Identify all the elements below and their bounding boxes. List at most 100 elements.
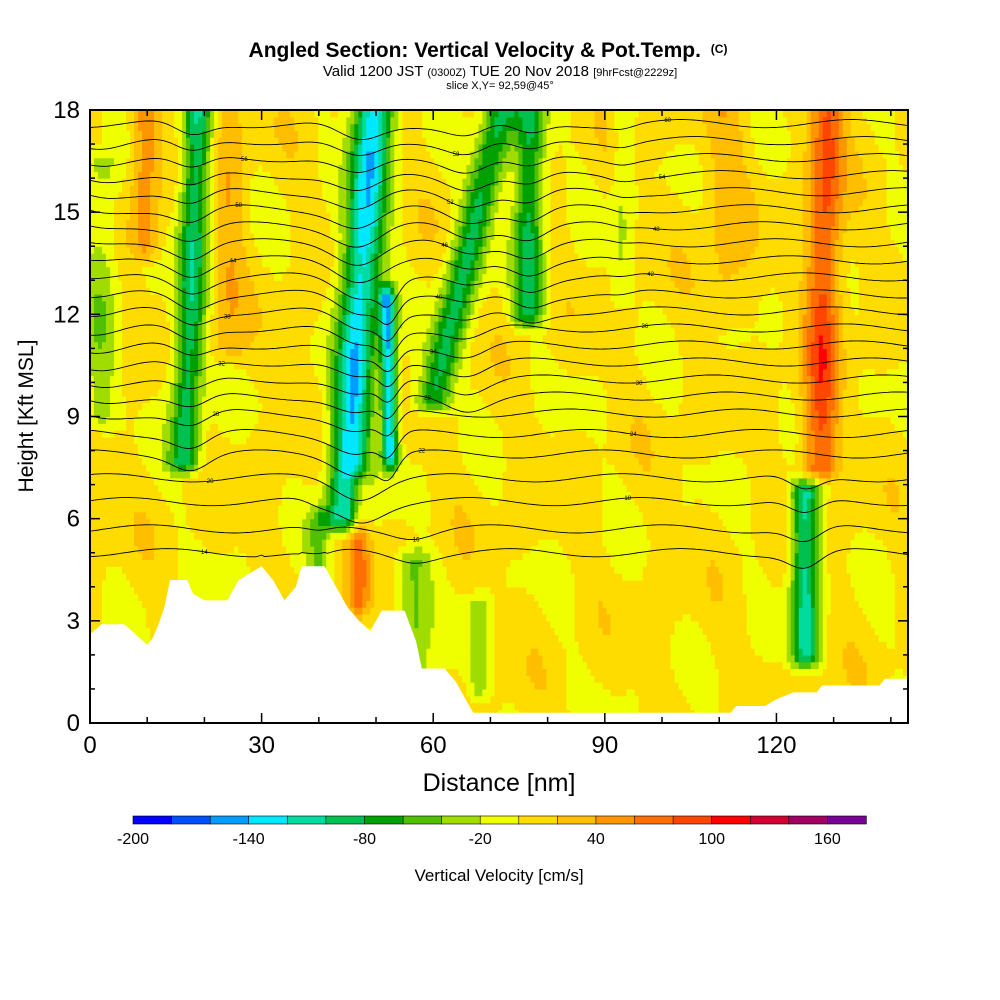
velocity-cell: [138, 130, 143, 138]
velocity-cell: [290, 416, 295, 424]
velocity-cell: [206, 198, 211, 206]
velocity-cell: [202, 511, 207, 520]
velocity-cell: [254, 178, 259, 186]
velocity-cell: [98, 266, 103, 275]
velocity-cell: [142, 178, 147, 186]
velocity-cell: [286, 498, 291, 506]
velocity-cell: [214, 334, 219, 343]
velocity-cell: [98, 150, 103, 159]
velocity-cell: [266, 259, 271, 268]
velocity-cell: [130, 593, 135, 601]
velocity-cell: [286, 348, 291, 356]
velocity-cell: [190, 518, 195, 527]
velocity-cell: [90, 164, 95, 172]
velocity-cell: [110, 443, 115, 452]
velocity-cell: [162, 375, 167, 383]
velocity-cell: [114, 450, 119, 458]
velocity-cell: [98, 184, 103, 193]
velocity-cell: [166, 219, 171, 227]
velocity-cell: [170, 423, 175, 431]
velocity-cell: [126, 600, 131, 608]
velocity-cell: [278, 477, 283, 486]
velocity-cell: [278, 573, 283, 581]
velocity-cell: [222, 341, 227, 349]
velocity-cell: [146, 341, 151, 349]
velocity-cell: [266, 321, 271, 329]
velocity-cell: [294, 164, 299, 172]
velocity-cell: [162, 443, 167, 452]
velocity-cell: [154, 620, 159, 629]
velocity-cell: [186, 573, 191, 581]
velocity-cell: [150, 328, 155, 336]
velocity-cell: [98, 559, 103, 567]
velocity-cell: [274, 368, 279, 377]
velocity-cell: [258, 334, 263, 343]
velocity-cell: [106, 491, 111, 499]
velocity-cell: [210, 450, 215, 458]
velocity-cell: [114, 498, 119, 506]
velocity-cell: [114, 198, 119, 206]
velocity-cell: [94, 191, 99, 200]
velocity-cell: [278, 396, 283, 404]
velocity-cell: [234, 559, 239, 567]
velocity-cell: [258, 464, 263, 472]
velocity-cell: [226, 450, 231, 458]
velocity-cell: [90, 627, 95, 635]
velocity-cell: [222, 116, 227, 125]
velocity-cell: [290, 225, 295, 234]
velocity-cell: [214, 273, 219, 281]
velocity-cell: [194, 334, 199, 343]
velocity-cell: [302, 368, 307, 377]
velocity-cell: [138, 409, 143, 418]
velocity-cell: [258, 368, 263, 377]
velocity-cell: [182, 171, 187, 179]
velocity-cell: [134, 191, 139, 200]
velocity-cell: [254, 402, 259, 411]
velocity-cell: [278, 525, 283, 533]
velocity-cell: [214, 341, 219, 349]
velocity-cell: [182, 525, 187, 533]
slice-info: slice X,Y= 92,59@45°: [446, 80, 554, 92]
velocity-cell: [186, 293, 191, 302]
velocity-cell: [206, 307, 211, 315]
velocity-cell: [294, 225, 299, 234]
velocity-cell: [206, 573, 211, 581]
velocity-cell: [102, 287, 107, 295]
velocity-cell: [254, 246, 259, 254]
velocity-cell: [194, 293, 199, 302]
velocity-cell: [246, 525, 251, 533]
velocity-cell: [142, 634, 147, 642]
velocity-cell: [146, 191, 151, 200]
velocity-cell: [126, 477, 131, 486]
velocity-cell: [178, 157, 183, 166]
velocity-cell: [206, 505, 211, 513]
velocity-cell: [286, 246, 291, 254]
velocity-cell: [250, 266, 255, 275]
velocity-cell: [166, 171, 171, 179]
velocity-cell: [102, 239, 107, 247]
velocity-cell: [146, 273, 151, 281]
velocity-cell: [178, 314, 183, 322]
velocity-cell: [202, 259, 207, 268]
velocity-cell: [114, 348, 119, 356]
velocity-cell: [278, 436, 283, 445]
velocity-cell: [258, 491, 263, 499]
velocity-cell: [118, 191, 123, 200]
velocity-cell: [242, 430, 247, 438]
velocity-cell: [90, 355, 95, 363]
velocity-cell: [102, 341, 107, 349]
velocity-cell: [250, 382, 255, 390]
velocity-cell: [162, 368, 167, 377]
velocity-cell: [198, 532, 203, 540]
velocity-cell: [270, 123, 275, 131]
velocity-cell: [214, 505, 219, 513]
velocity-cell: [186, 328, 191, 336]
velocity-cell: [158, 559, 163, 567]
velocity-cell: [94, 205, 99, 213]
velocity-cell: [306, 491, 311, 499]
velocity-cell: [130, 511, 135, 520]
velocity-cell: [258, 191, 263, 200]
velocity-cell: [138, 477, 143, 486]
velocity-cell: [106, 144, 111, 152]
velocity-cell: [230, 396, 235, 404]
